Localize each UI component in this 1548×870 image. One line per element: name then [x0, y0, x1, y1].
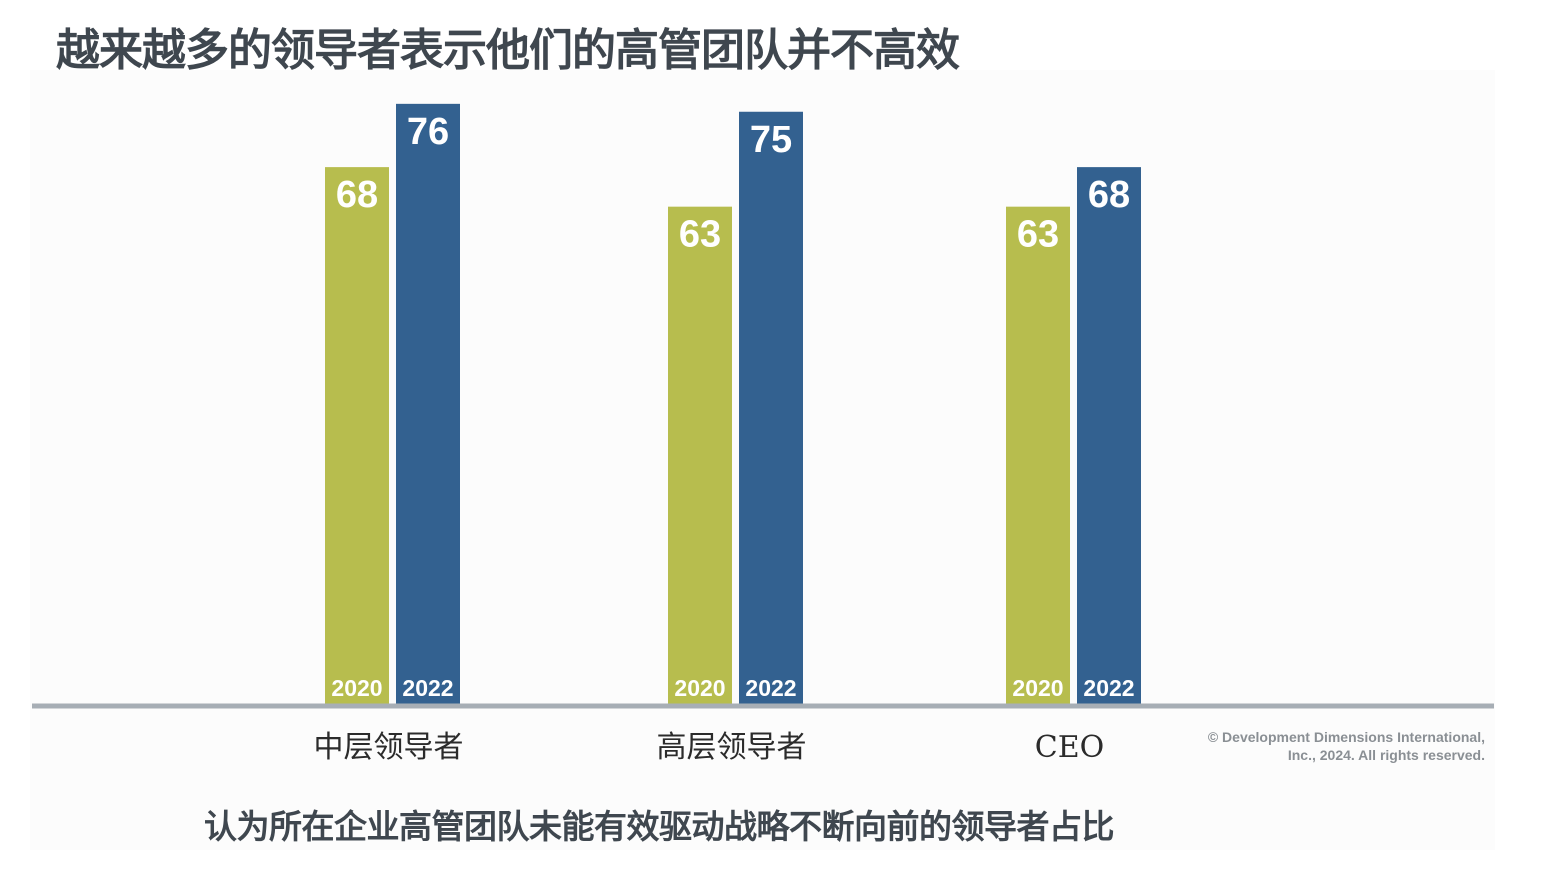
- copyright-line-2: Inc., 2024. All rights reserved.: [1287, 747, 1485, 763]
- bar-value-label: 68: [336, 174, 378, 216]
- copyright-line-1: © Development Dimensions International,: [1207, 729, 1485, 745]
- copyright-notice: © Development Dimensions International, …: [1208, 728, 1485, 764]
- bar-2022-1: [396, 103, 460, 706]
- bar-series-label: 2020: [674, 675, 725, 701]
- bar-2020-3: [1006, 206, 1070, 706]
- bar-value-label: 68: [1088, 174, 1130, 216]
- bar-series-label: 2022: [745, 675, 796, 701]
- bar-series-label: 2022: [1083, 675, 1134, 701]
- bar-value-label: 76: [407, 111, 449, 153]
- bar-value-label: 63: [1017, 214, 1059, 256]
- category-label: 高层领导者: [657, 730, 807, 765]
- bar-2020-1: [325, 167, 389, 705]
- category-label: CEO: [1035, 730, 1104, 765]
- bars-layer: 68 2020 76 2022 63 2020 75 2022 63 2020 68 2022: [325, 103, 1141, 706]
- bar-2022-2: [739, 111, 803, 705]
- bar-value-label: 63: [679, 214, 721, 256]
- chart-title: 越来越多的领导者表示他们的高管团队并不高效: [56, 25, 960, 76]
- category-label: 中层领导者: [314, 730, 464, 765]
- bar-series-label: 2020: [331, 675, 382, 701]
- bar-2020-2: [668, 206, 732, 706]
- category-labels-layer: 中层领导者 高层领导者 CEO: [314, 730, 1105, 765]
- bar-series-label: 2020: [1012, 675, 1063, 701]
- chart-subtitle: 认为所在企业高管团队未能有效驱动战略不断向前的领导者占比: [204, 807, 1115, 846]
- bar-value-label: 75: [750, 119, 792, 161]
- bar-2022-3: [1077, 167, 1141, 705]
- bar-series-label: 2022: [402, 675, 453, 701]
